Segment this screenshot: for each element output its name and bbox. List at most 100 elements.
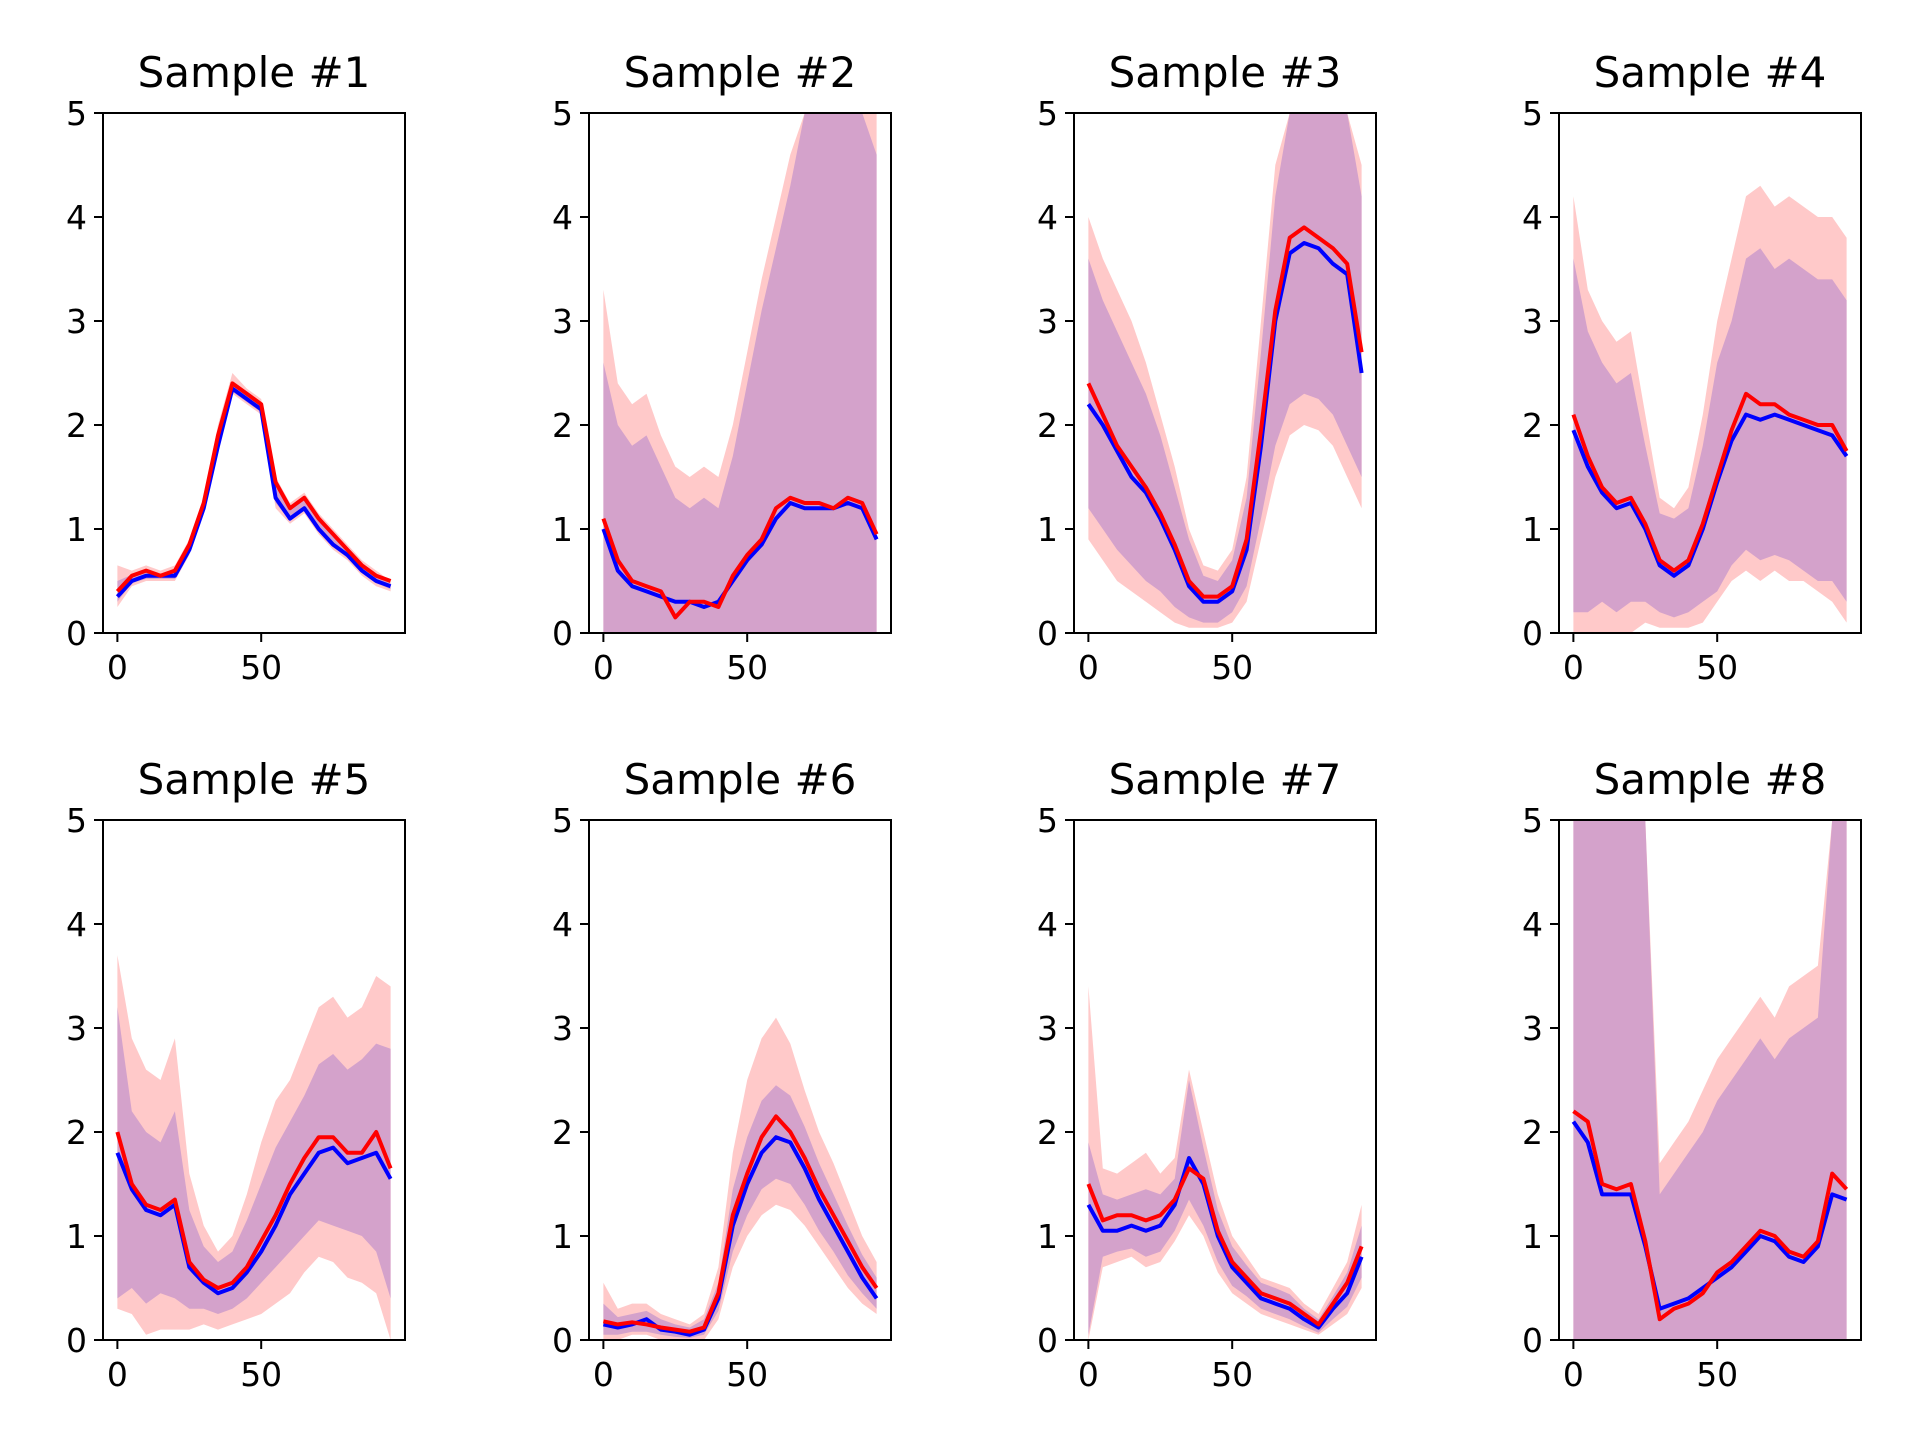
- axes-frame: [1073, 819, 1377, 1341]
- x-tick-label: 0: [107, 1355, 128, 1394]
- y-tick-label: 4: [552, 198, 573, 237]
- y-tick-label: 5: [66, 801, 87, 840]
- y-tick-label: 0: [66, 614, 87, 653]
- series-line-2: [1571, 391, 1849, 573]
- subplot-title: Sample #7: [1109, 755, 1342, 804]
- y-tick-label: 3: [1037, 302, 1058, 341]
- y-tick-label: 2: [1522, 1113, 1543, 1152]
- y-tick-label: 3: [66, 302, 87, 341]
- plot-area: [115, 373, 392, 607]
- band-2: [603, 1085, 877, 1338]
- y-tick-label: 1: [1522, 1217, 1543, 1256]
- y-tick-label: 3: [1522, 1009, 1543, 1048]
- series-line-2: [115, 381, 392, 593]
- x-tick-label: 0: [1563, 1355, 1584, 1394]
- band-2: [1573, 820, 1847, 1340]
- y-tick-label: 5: [1522, 801, 1543, 840]
- y-tick-label: 2: [552, 1113, 573, 1152]
- x-tick-label: 0: [107, 648, 128, 687]
- series-line-2: [1086, 1166, 1364, 1327]
- y-tick-label: 1: [552, 510, 573, 549]
- series-line-2: [1086, 225, 1364, 599]
- plot-area: [1571, 820, 1849, 1340]
- subplot-title: Sample #6: [624, 755, 857, 804]
- y-tick-label: 0: [1522, 614, 1543, 653]
- plot-area: [602, 1017, 879, 1340]
- series-line-2: [1572, 1109, 1849, 1322]
- plot-area: [115, 955, 393, 1340]
- y-tick-label: 1: [66, 1217, 87, 1256]
- y-tick-label: 2: [1522, 406, 1543, 445]
- x-tick-label: 50: [1211, 648, 1253, 687]
- subplot-title: Sample #4: [1594, 48, 1827, 97]
- y-tick-label: 5: [1037, 94, 1058, 133]
- series-line-2: [601, 495, 879, 620]
- y-tick-label: 2: [1037, 1113, 1058, 1152]
- x-tick-label: 50: [726, 1355, 768, 1394]
- y-tick-label: 0: [1037, 614, 1058, 653]
- y-tick-label: 2: [66, 1113, 87, 1152]
- series-line-2: [115, 1130, 393, 1290]
- x-tick-label: 0: [593, 1355, 614, 1394]
- axes-frame: [1558, 819, 1862, 1341]
- x-tick-label: 50: [240, 648, 282, 687]
- x-tick-label: 0: [593, 648, 614, 687]
- plot-area: [1571, 185, 1849, 633]
- y-tick-label: 3: [66, 1009, 87, 1048]
- y-tick-label: 4: [66, 198, 87, 237]
- y-tick-label: 4: [1037, 905, 1058, 944]
- x-tick-label: 50: [240, 1355, 282, 1394]
- axes-frame: [1558, 112, 1862, 634]
- x-tick-label: 0: [1078, 648, 1099, 687]
- y-tick-label: 5: [1522, 94, 1543, 133]
- band-2: [117, 1007, 391, 1314]
- axes-frame: [588, 112, 892, 634]
- axes-frame: [102, 819, 406, 1341]
- y-tick-label: 5: [552, 801, 573, 840]
- x-tick-label: 50: [1696, 1355, 1738, 1394]
- subplot-title: Sample #1: [138, 48, 371, 97]
- y-tick-label: 3: [552, 1009, 573, 1048]
- series-line-1: [1086, 241, 1364, 604]
- y-tick-label: 4: [552, 905, 573, 944]
- series-line-1: [1086, 1156, 1364, 1330]
- axes-frame: [1073, 112, 1377, 634]
- y-tick-label: 2: [552, 406, 573, 445]
- y-tick-label: 1: [66, 510, 87, 549]
- x-tick-label: 50: [726, 648, 768, 687]
- y-tick-label: 3: [1522, 302, 1543, 341]
- series-line-1: [602, 1135, 879, 1337]
- y-tick-label: 1: [1037, 510, 1058, 549]
- y-tick-label: 3: [552, 302, 573, 341]
- y-tick-label: 1: [1522, 510, 1543, 549]
- subplot-title: Sample #3: [1109, 48, 1342, 97]
- y-tick-label: 5: [1037, 801, 1058, 840]
- y-tick-label: 5: [552, 94, 573, 133]
- x-tick-label: 50: [1696, 648, 1738, 687]
- subplot-title: Sample #2: [624, 48, 857, 97]
- y-tick-label: 1: [552, 1217, 573, 1256]
- y-tick-label: 4: [66, 905, 87, 944]
- series-line-2: [602, 1114, 879, 1334]
- band-2: [1088, 113, 1362, 623]
- subplot-title: Sample #8: [1594, 755, 1827, 804]
- y-tick-label: 4: [1522, 198, 1543, 237]
- y-tick-label: 2: [66, 406, 87, 445]
- x-tick-label: 50: [1211, 1355, 1253, 1394]
- plot-area: [1086, 986, 1364, 1340]
- y-tick-label: 4: [1522, 905, 1543, 944]
- x-tick-label: 0: [1563, 648, 1584, 687]
- y-tick-label: 3: [1037, 1009, 1058, 1048]
- y-tick-label: 0: [552, 1321, 573, 1360]
- y-tick-label: 0: [66, 1321, 87, 1360]
- y-tick-label: 4: [1037, 198, 1058, 237]
- series-line-1: [115, 1145, 393, 1296]
